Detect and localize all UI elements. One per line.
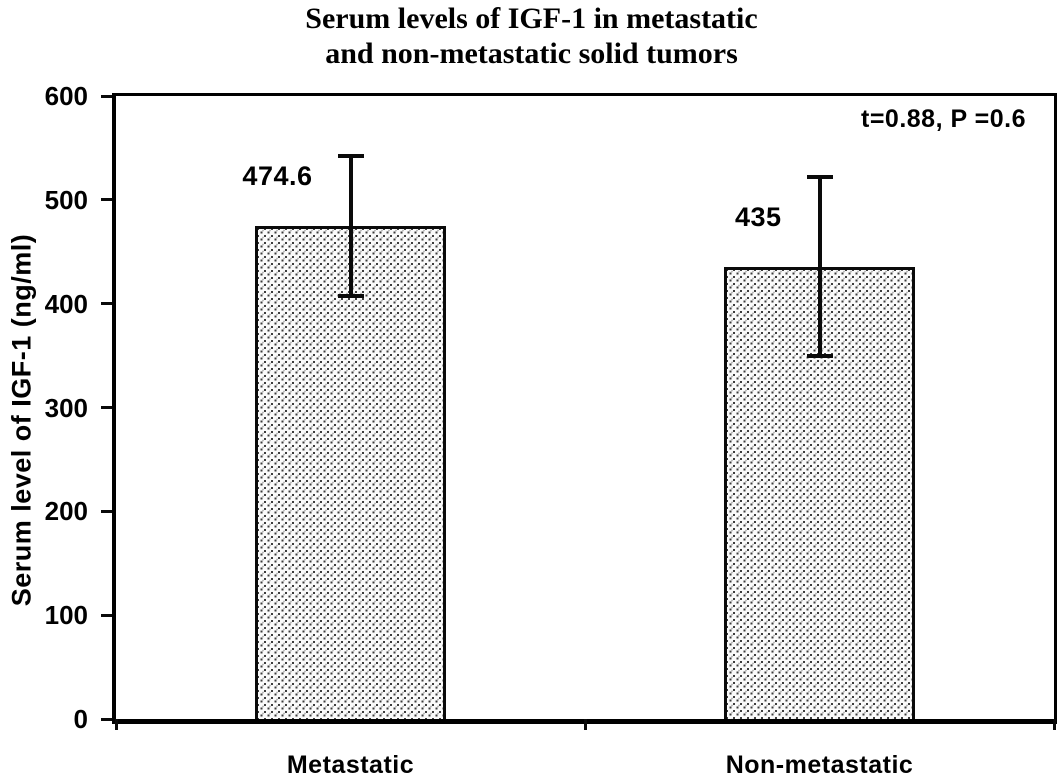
x-category-label: Metastatic [286, 751, 415, 779]
x-axis-tick [1052, 719, 1056, 730]
y-axis-tick [101, 613, 112, 617]
y-tick-label: 500 [44, 184, 88, 215]
bar [723, 267, 916, 719]
y-axis-tick [101, 198, 112, 202]
y-axis-tick [101, 94, 112, 98]
x-axis-tick [114, 719, 118, 730]
y-axis-tick [101, 717, 112, 721]
x-axis-tick [583, 719, 587, 730]
y-tick-label: 400 [44, 288, 88, 319]
error-bar-cap-top [337, 153, 364, 158]
chart-title-line2: and non-metastatic solid tumors [325, 37, 738, 70]
y-tick-label: 100 [44, 600, 88, 631]
y-tick-label: 600 [44, 81, 88, 111]
y-axis-tick [101, 509, 112, 513]
error-bar-line [817, 176, 822, 356]
bar [254, 226, 447, 719]
y-tick-label: 0 [73, 704, 88, 734]
x-category-label: Non-metastatic [725, 751, 914, 779]
y-axis-tick [101, 302, 112, 306]
y-tick-label: 200 [44, 496, 88, 527]
error-bar-cap-bottom [806, 353, 833, 358]
error-bar-line [348, 155, 353, 296]
y-tick-label: 300 [44, 392, 88, 423]
error-bar-cap-top [806, 174, 833, 179]
chart-title-line1: Serum levels of IGF-1 in metastatic [305, 2, 758, 35]
y-axis-tick [101, 406, 112, 409]
stats-annotation: t=0.88, P =0.6 [861, 105, 1026, 133]
bar-value-label: 474.6 [242, 161, 313, 192]
error-bar-cap-bottom [337, 293, 364, 298]
chart-title: Serum levels of IGF-1 in metastatic and … [0, 0, 1063, 71]
bar-value-label: 435 [734, 202, 782, 233]
